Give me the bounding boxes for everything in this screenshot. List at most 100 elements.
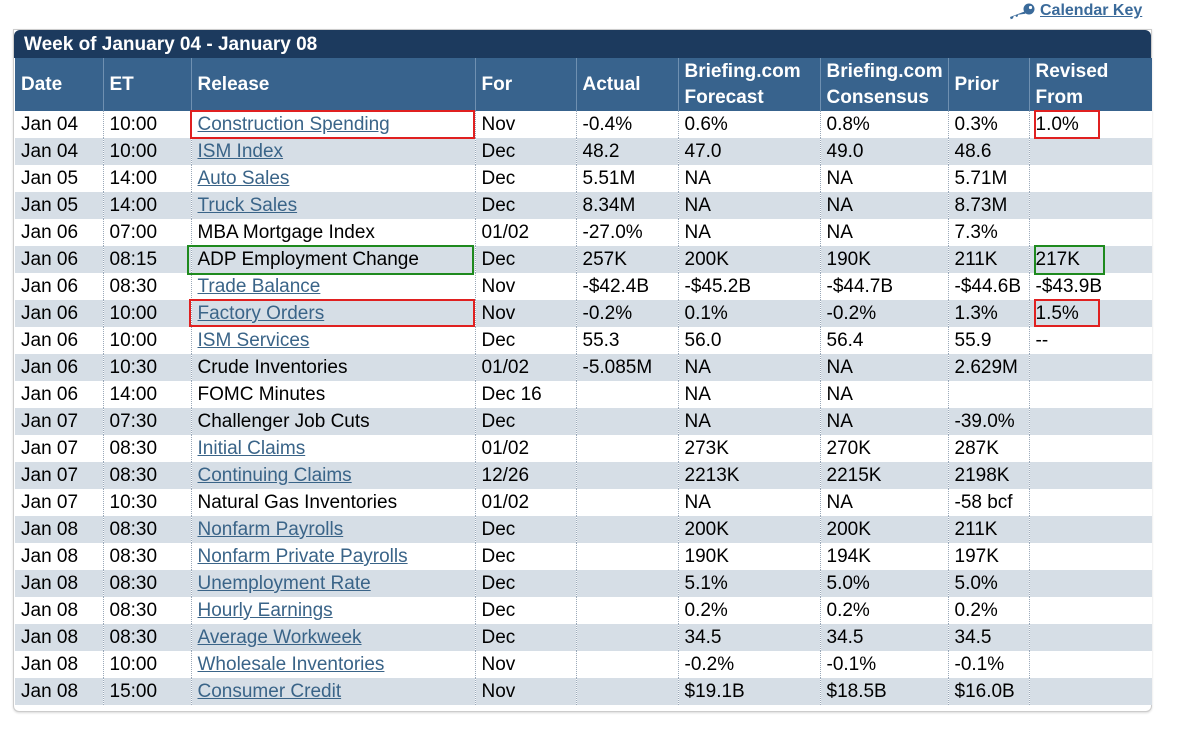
cell-revised: --	[1029, 327, 1152, 354]
release-link[interactable]: Trade Balance	[197, 276, 321, 297]
cell-prior: 48.6	[948, 138, 1030, 165]
cell-revised	[1029, 408, 1152, 435]
cell-actual	[576, 435, 679, 462]
column-header-et: ET	[103, 58, 192, 111]
cell-consensus: 0.2%	[820, 597, 949, 624]
release-link[interactable]: Auto Sales	[197, 168, 290, 189]
cell-consensus: 270K	[820, 435, 949, 462]
release-link[interactable]: Average Workweek	[197, 627, 362, 648]
cell-actual: 48.2	[576, 138, 679, 165]
cell-actual: 5.51M	[576, 165, 679, 192]
cell-release: FOMC Minutes	[191, 381, 476, 408]
cell-et: 08:30	[103, 543, 192, 570]
cell-actual: 257K	[576, 246, 679, 273]
cell-revised	[1029, 435, 1152, 462]
cell-for: Nov	[475, 678, 577, 705]
cell-forecast: 0.2%	[678, 597, 821, 624]
release-link[interactable]: Nonfarm Payrolls	[197, 519, 344, 540]
release-link[interactable]: ISM Services	[197, 330, 310, 351]
column-header-for: For	[475, 58, 577, 111]
cell-actual	[576, 624, 679, 651]
cell-actual	[576, 570, 679, 597]
table-row: Jan 07 08:30 Continuing Claims 12/26 2213K 22…	[15, 462, 1152, 489]
cell-date: Jan 08	[15, 516, 104, 543]
release-link[interactable]: Unemployment Rate	[197, 573, 371, 594]
cell-forecast: 0.1%	[678, 300, 821, 327]
cell-consensus: NA	[820, 219, 949, 246]
table-row: Jan 08 08:30 Average Workweek Dec 34.5 34.5 34…	[15, 624, 1152, 651]
cell-forecast: NA	[678, 381, 821, 408]
cell-et: 10:30	[103, 354, 192, 381]
cell-for: Dec	[475, 624, 577, 651]
table-row: Jan 06 14:00 FOMC Minutes Dec 16 NA NA	[15, 381, 1152, 408]
cell-consensus: 200K	[820, 516, 949, 543]
cell-for: Nov	[475, 111, 577, 138]
cell-et: 07:00	[103, 219, 192, 246]
table-row: Jan 06 08:15 ADP Employment Change Dec 257K 2…	[15, 246, 1152, 273]
cell-prior: 0.3%	[948, 111, 1030, 138]
cell-et: 08:30	[103, 462, 192, 489]
cell-actual	[576, 489, 679, 516]
column-header-line1: Actual	[582, 73, 641, 95]
cell-revised	[1029, 165, 1152, 192]
cell-consensus: -$44.7B	[820, 273, 949, 300]
cell-date: Jan 05	[15, 192, 104, 219]
release-link[interactable]: Hourly Earnings	[197, 600, 333, 621]
release-link[interactable]: Construction Spending	[197, 114, 390, 135]
cell-consensus: 194K	[820, 543, 949, 570]
cell-release: Factory Orders	[191, 300, 476, 327]
cell-prior: 34.5	[948, 624, 1030, 651]
cell-release: MBA Mortgage Index	[191, 219, 476, 246]
cell-forecast: 200K	[678, 516, 821, 543]
cell-release: ADP Employment Change	[191, 246, 476, 273]
cell-release: Natural Gas Inventories	[191, 489, 476, 516]
cell-et: 14:00	[103, 381, 192, 408]
cell-prior: $16.0B	[948, 678, 1030, 705]
release-link[interactable]: Wholesale Inventories	[197, 654, 385, 675]
cell-release: Crude Inventories	[191, 354, 476, 381]
week-title: Week of January 04 - January 08	[14, 30, 1151, 58]
cell-et: 15:00	[103, 678, 192, 705]
calendar-key-link[interactable]: Calendar Key	[1006, 0, 1142, 22]
cell-for: Dec	[475, 516, 577, 543]
cell-release: Consumer Credit	[191, 678, 476, 705]
cell-et: 14:00	[103, 165, 192, 192]
cell-revised: 1.5%	[1029, 300, 1152, 327]
table-row: Jan 08 08:30 Hourly Earnings Dec 0.2% 0.2% 0.2…	[15, 597, 1152, 624]
cell-date: Jan 06	[15, 327, 104, 354]
cell-consensus: 190K	[820, 246, 949, 273]
cell-prior: 1.3%	[948, 300, 1030, 327]
cell-release: ISM Index	[191, 138, 476, 165]
cell-actual	[576, 381, 679, 408]
cell-date: Jan 07	[15, 435, 104, 462]
column-header-forecast: Briefing.com Forecast	[678, 58, 821, 111]
cell-prior: -58 bcf	[948, 489, 1030, 516]
cell-actual: -0.4%	[576, 111, 679, 138]
release-link[interactable]: Initial Claims	[197, 438, 306, 459]
cell-release: Unemployment Rate	[191, 570, 476, 597]
cell-revised	[1029, 624, 1152, 651]
release-link[interactable]: Factory Orders	[197, 303, 325, 324]
column-header-line1: Date	[21, 73, 63, 95]
release-link[interactable]: ISM Index	[197, 141, 284, 162]
cell-consensus: 2215K	[820, 462, 949, 489]
cell-prior: 2.629M	[948, 354, 1030, 381]
cell-date: Jan 08	[15, 543, 104, 570]
release-link[interactable]: Truck Sales	[197, 195, 298, 216]
release-link[interactable]: Consumer Credit	[197, 681, 342, 702]
cell-actual: -27.0%	[576, 219, 679, 246]
cell-consensus: NA	[820, 192, 949, 219]
column-header-line2: Forecast	[684, 86, 764, 108]
table-row: Jan 08 10:00 Wholesale Inventories Nov -0.2%…	[15, 651, 1152, 678]
cell-for: Nov	[475, 651, 577, 678]
cell-actual: -$42.4B	[576, 273, 679, 300]
cell-revised	[1029, 516, 1152, 543]
cell-date: Jan 07	[15, 408, 104, 435]
release-link[interactable]: Nonfarm Private Payrolls	[197, 546, 408, 567]
cell-prior	[948, 381, 1030, 408]
release-link[interactable]: Continuing Claims	[197, 465, 352, 486]
cell-prior: -39.0%	[948, 408, 1030, 435]
table-row: Jan 08 08:30 Nonfarm Payrolls Dec 200K 200K 21…	[15, 516, 1152, 543]
cell-forecast: $19.1B	[678, 678, 821, 705]
cell-date: Jan 07	[15, 489, 104, 516]
